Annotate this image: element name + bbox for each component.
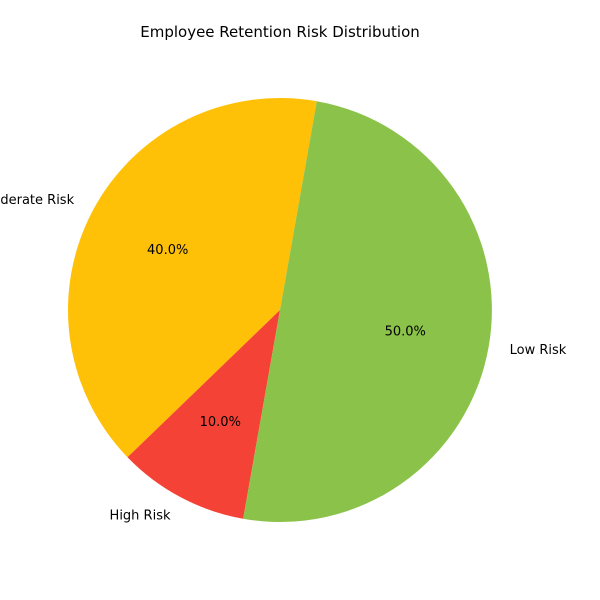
- pie-slice-moderate-risk: [68, 98, 317, 458]
- pie-slice-high-risk: [127, 310, 280, 519]
- slice-label-high-risk: High Risk: [110, 508, 171, 523]
- slice-label-low-risk: Low Risk: [510, 343, 567, 358]
- slice-label-moderate-risk: Moderate Risk: [0, 193, 75, 208]
- percent-label-high-risk: 10.0%: [200, 415, 241, 430]
- pie-slices: [68, 98, 492, 522]
- chart-title: Employee Retention Risk Distribution: [140, 23, 420, 41]
- percent-label-low-risk: 50.0%: [385, 325, 426, 340]
- percent-label-moderate-risk: 40.0%: [147, 243, 188, 258]
- pie-slice-low-risk: [243, 101, 492, 522]
- pie-labels: Moderate Risk 40.0% High Risk 10.0% Low Risk…: [0, 193, 567, 523]
